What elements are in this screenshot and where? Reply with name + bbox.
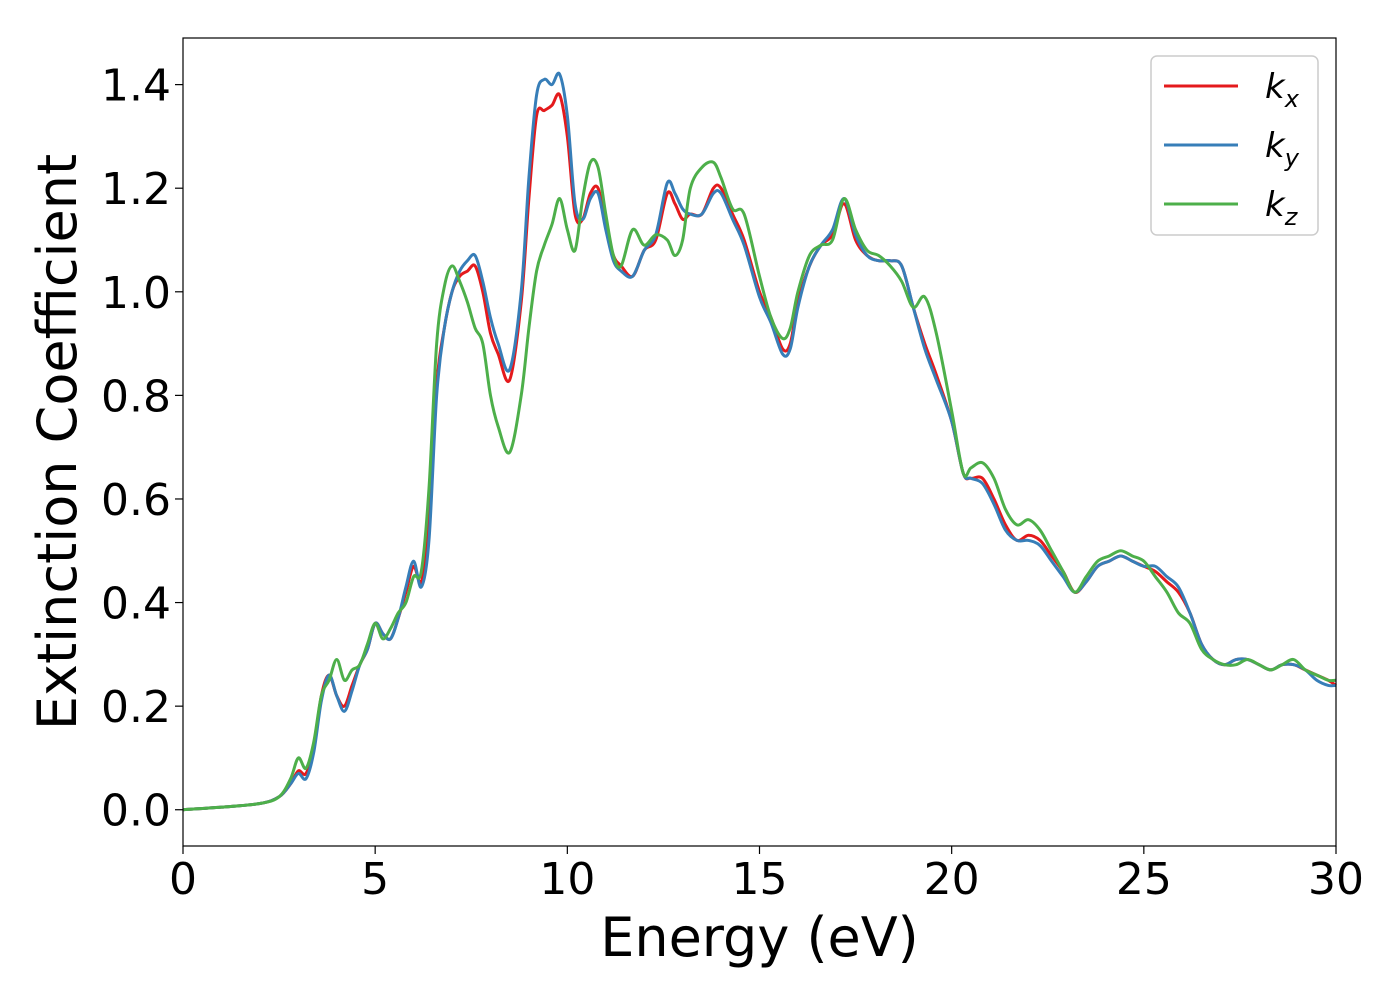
y-tick-label: 0.8 (101, 371, 171, 422)
plot-area (182, 37, 1337, 847)
y-tick-label: 1.0 (101, 268, 171, 319)
y-axis-ticks: 0.0 0.2 0.4 0.6 0.8 1.0 1.2 1.4 (101, 61, 183, 837)
x-tick-label: 0 (169, 854, 197, 905)
x-tick-label: 15 (732, 854, 788, 905)
y-axis-title: Extinction Coefficient (26, 154, 89, 730)
legend-label-base: k (1265, 67, 1286, 107)
y-tick-label: 0.2 (101, 682, 171, 733)
y-tick-label: 1.4 (101, 61, 171, 112)
legend-label-subscript: y (1284, 144, 1300, 172)
legend-label-base: k (1265, 126, 1286, 166)
legend-label-subscript: z (1284, 203, 1299, 231)
y-tick-label: 0.6 (101, 475, 171, 526)
legend-label-ky: ky (1265, 126, 1300, 172)
series-line-kz (182, 157, 1337, 812)
legend-label-kz: kz (1265, 185, 1299, 231)
x-tick-label: 30 (1308, 854, 1364, 905)
x-axis-title: Energy (eV) (600, 906, 919, 969)
legend-label-subscript: x (1284, 85, 1300, 113)
series-line-ky (182, 71, 1337, 812)
y-tick-label: 0.4 (101, 579, 171, 630)
legend-label-kx: kx (1265, 67, 1300, 113)
x-tick-label: 20 (924, 854, 980, 905)
y-tick-label: 1.2 (101, 164, 171, 215)
legend-label-base: k (1265, 185, 1286, 225)
x-axis-ticks: 0 5 10 15 20 25 30 (169, 846, 1364, 905)
x-tick-label: 10 (539, 854, 595, 905)
series-layer (182, 71, 1337, 812)
x-tick-label: 25 (1116, 854, 1172, 905)
y-tick-label: 0.0 (101, 786, 171, 837)
x-tick-label: 5 (361, 854, 389, 905)
